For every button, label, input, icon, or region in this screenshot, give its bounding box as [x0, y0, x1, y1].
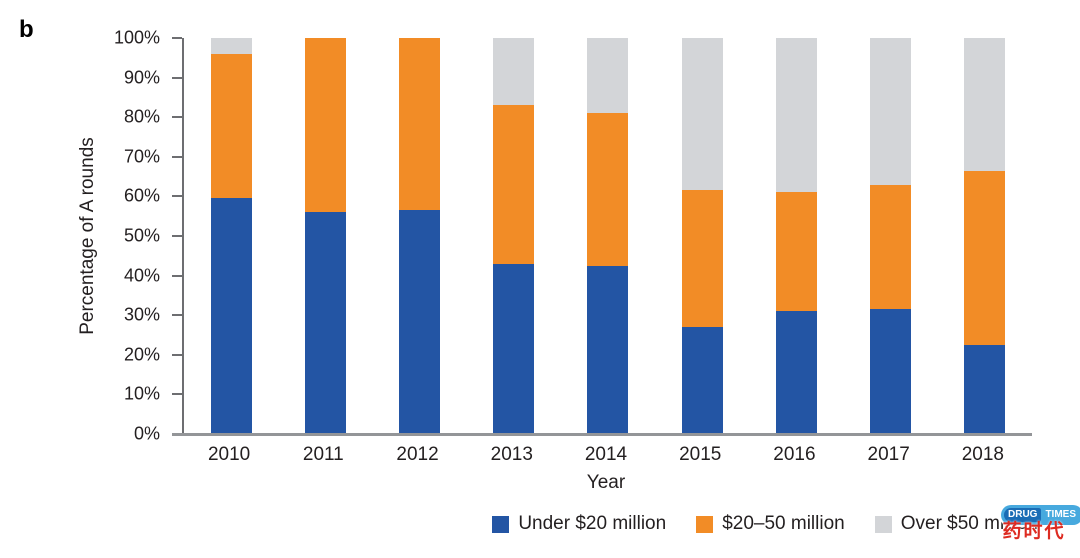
bar-segment [210, 53, 252, 199]
bar-2017 [870, 38, 912, 434]
x-tick-label-2018: 2018 [961, 444, 1004, 465]
bar-2013 [493, 38, 535, 434]
bar-segment [775, 38, 817, 193]
y-tick-label: 100% [113, 27, 160, 48]
legend-item: Under $20 million [492, 513, 666, 535]
bar-segment [493, 105, 535, 264]
bar-segment [399, 210, 441, 434]
bar-segment [304, 38, 346, 213]
x-tick-label-2015: 2015 [679, 444, 722, 465]
bar-segment [210, 198, 252, 434]
bar-2015 [681, 38, 723, 434]
y-tick-mark [172, 314, 182, 317]
y-axis-title: Percentage of A rounds [77, 137, 98, 335]
bar-segment [775, 311, 817, 434]
y-tick-mark [172, 235, 182, 237]
bar-2016 [775, 38, 817, 434]
y-tick-label: 50% [123, 225, 160, 246]
bar-2012 [399, 38, 441, 434]
y-tick-mark [172, 195, 182, 198]
y-tick-mark [172, 76, 182, 79]
y-tick-label: 60% [123, 185, 160, 206]
y-tick-label: 70% [123, 146, 160, 167]
y-tick-label: 40% [123, 265, 160, 286]
bar-2011 [304, 38, 346, 434]
bar-2010 [210, 38, 252, 434]
bar-segment [775, 192, 817, 312]
legend-swatch-icon [492, 515, 510, 533]
x-axis-line [172, 433, 1032, 436]
y-tick-mark [172, 116, 182, 119]
bar-segment [870, 309, 912, 434]
drugtimes-logo-icon: DRUG TIMES [1001, 505, 1080, 525]
legend-label: Under $20 million [518, 513, 667, 534]
bar-segment [964, 344, 1006, 434]
bar-slot-2012 [373, 38, 467, 434]
x-axis-title: Year [586, 472, 626, 493]
y-tick-mark [172, 353, 182, 356]
bar-segment [304, 212, 346, 434]
bar-segment [681, 190, 723, 328]
watermark: DRUG TIMES 药时代 [1001, 504, 1080, 542]
x-tick-label-2017: 2017 [867, 444, 910, 465]
legend-label: $20–50 million [722, 513, 845, 534]
x-tick-label-2012: 2012 [396, 444, 439, 465]
bar-segment [964, 38, 1006, 171]
bar-segment [399, 38, 441, 211]
watermark-logo-right-text: TIMES [1045, 509, 1077, 520]
bar-segment [493, 263, 535, 434]
y-tick-label: 90% [123, 67, 160, 88]
bar-segment [587, 265, 629, 434]
bar-segment [210, 38, 252, 54]
watermark-logo-left-text: DRUG [1004, 508, 1042, 522]
x-tick-label-2016: 2016 [773, 444, 816, 465]
bar-segment [964, 170, 1006, 345]
watermark-chinese-text: 药时代 [1002, 521, 1066, 542]
panel-label: b [19, 16, 34, 43]
x-tick-label-2011: 2011 [302, 444, 344, 465]
plot-area [182, 38, 1032, 434]
bar-slot-2011 [278, 38, 372, 434]
y-tick-mark [172, 274, 182, 277]
bar-segment [587, 113, 629, 266]
x-tick-label-2013: 2013 [490, 444, 533, 465]
bar-slot-2016 [749, 38, 843, 434]
y-tick-mark [172, 155, 182, 158]
bar-segment [681, 327, 723, 434]
bar-slot-2017 [844, 38, 938, 434]
bar-segment [587, 38, 629, 114]
bar-segment [493, 38, 535, 106]
x-tick-label-2014: 2014 [584, 444, 628, 465]
bar-segment [870, 38, 912, 185]
y-tick-label: 10% [123, 383, 160, 404]
bar-slot-2015 [655, 38, 749, 434]
bar-slot-2010 [184, 38, 278, 434]
bar-2018 [964, 38, 1006, 434]
y-tick-label: 80% [123, 106, 160, 127]
y-axis: 0% 10% 20% 30% 40% 50% 60% 70% 80% 90% 100% [0, 28, 182, 444]
bar-slot-2018 [938, 38, 1032, 434]
y-tick-label: 30% [123, 304, 160, 325]
y-tick-label: 20% [123, 344, 160, 365]
legend-swatch-icon [874, 515, 892, 533]
y-tick-label: 0% [133, 423, 160, 444]
legend-swatch-icon [696, 515, 714, 533]
bar-segment [870, 184, 912, 310]
bar-slot-2014 [561, 38, 655, 434]
x-tick-labels: 2010 2011 2012 2013 2014 2015 2016 2017 2018 [182, 444, 1030, 466]
y-tick-mark [172, 37, 182, 39]
x-tick-label-2010: 2010 [207, 444, 251, 465]
bar-slot-2013 [467, 38, 561, 434]
bar-2014 [587, 38, 629, 434]
legend-item: $20–50 million [696, 513, 845, 535]
bar-segment [681, 38, 723, 191]
chart-legend: Under $20 million $20–50 million Over $50 … [492, 513, 1038, 535]
y-tick-mark [172, 393, 182, 396]
